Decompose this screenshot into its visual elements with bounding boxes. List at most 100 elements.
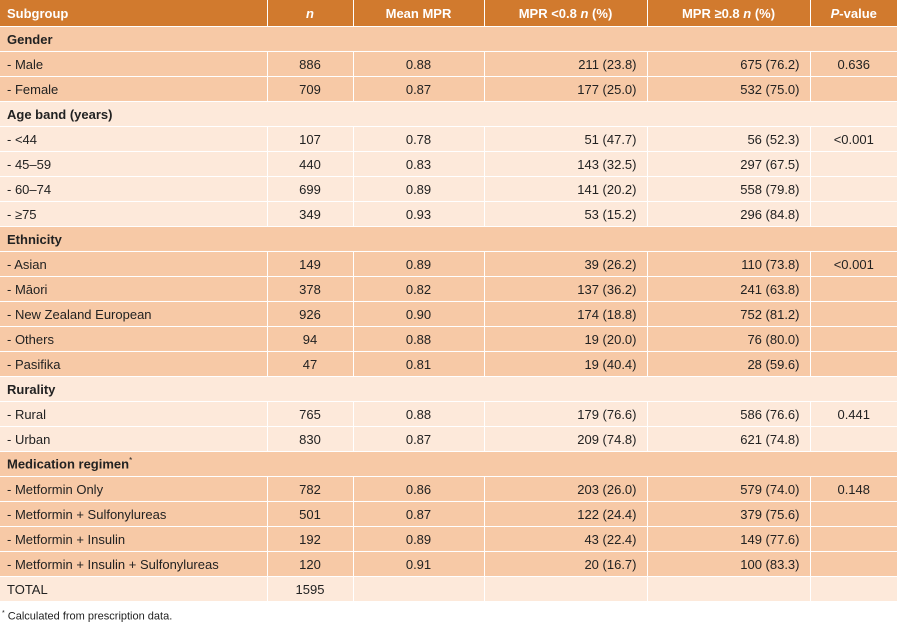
row-mean-mpr: 0.88 <box>353 326 485 352</box>
table-row: - Metformin + Insulin + Sulfonylureas 120… <box>0 551 897 577</box>
row-mpr-low: 141 (20.2) <box>484 176 648 202</box>
table-row: - New Zealand European 926 0.90 174 (18.8) 7… <box>0 301 897 327</box>
row-mpr-low: 209 (74.8) <box>484 426 648 452</box>
row-n: 192 <box>267 526 354 552</box>
row-mpr-low: 20 (16.7) <box>484 551 648 577</box>
header-row: Subgroup n Mean MPR MPR <0.8 n (%) MPR ≥… <box>0 0 897 27</box>
total-empty <box>353 576 485 602</box>
group-header-row: Age band (years) <box>0 101 897 127</box>
group-header-row: Rurality <box>0 376 897 402</box>
row-label: - 45–59 <box>0 151 268 177</box>
row-n: 926 <box>267 301 354 327</box>
row-mean-mpr: 0.87 <box>353 426 485 452</box>
table-row: - Metformin Only 782 0.86 203 (26.0) 579 (74… <box>0 476 897 502</box>
row-p-value <box>810 176 897 202</box>
row-n: 699 <box>267 176 354 202</box>
row-mpr-high: 296 (84.8) <box>647 201 811 227</box>
row-mean-mpr: 0.82 <box>353 276 485 302</box>
table-row: - Pasifika 47 0.81 19 (40.4) 28 (59.6) <box>0 351 897 377</box>
group-label-text: Medication regimen <box>7 456 130 472</box>
row-label: - <44 <box>0 126 268 152</box>
group-label: Medication regimen* <box>0 451 897 477</box>
row-label: - ≥75 <box>0 201 268 227</box>
table-row: - Māori 378 0.82 137 (36.2) 241 (63.8) <box>0 276 897 302</box>
row-n: 782 <box>267 476 354 502</box>
row-mean-mpr: 0.83 <box>353 151 485 177</box>
footnote: * Calculated from prescription data. <box>2 610 173 623</box>
row-mean-mpr: 0.89 <box>353 526 485 552</box>
row-p-value <box>810 276 897 302</box>
row-mpr-high: 752 (81.2) <box>647 301 811 327</box>
row-mpr-high: 110 (73.8) <box>647 251 811 277</box>
row-mpr-low: 19 (40.4) <box>484 351 648 377</box>
row-n: 349 <box>267 201 354 227</box>
row-label: - Asian <box>0 251 268 277</box>
row-p-value <box>810 201 897 227</box>
table-row: - Urban 830 0.87 209 (74.8) 621 (74.8) <box>0 426 897 452</box>
row-mpr-low: 179 (76.6) <box>484 401 648 427</box>
total-label: TOTAL <box>0 576 268 602</box>
total-empty <box>484 576 648 602</box>
row-mpr-low: 143 (32.5) <box>484 151 648 177</box>
row-n: 886 <box>267 51 354 77</box>
row-n: 107 <box>267 126 354 152</box>
row-label: - Male <box>0 51 268 77</box>
group-header-row: Medication regimen* <box>0 451 897 477</box>
group-label: Ethnicity <box>0 226 897 252</box>
row-mean-mpr: 0.91 <box>353 551 485 577</box>
row-mpr-low: 53 (15.2) <box>484 201 648 227</box>
row-mpr-low: 211 (23.8) <box>484 51 648 77</box>
row-n: 149 <box>267 251 354 277</box>
group-label-text: Ethnicity <box>7 231 62 247</box>
row-label: - Pasifika <box>0 351 268 377</box>
row-p-value: 0.148 <box>810 476 897 502</box>
row-mpr-low: 43 (22.4) <box>484 526 648 552</box>
row-mean-mpr: 0.78 <box>353 126 485 152</box>
row-p-value: 0.636 <box>810 51 897 77</box>
row-label: - Metformin + Insulin <box>0 526 268 552</box>
row-n: 378 <box>267 276 354 302</box>
row-mpr-high: 532 (75.0) <box>647 76 811 102</box>
row-mean-mpr: 0.88 <box>353 51 485 77</box>
row-p-value <box>810 526 897 552</box>
total-empty <box>647 576 811 602</box>
row-p-value: <0.001 <box>810 126 897 152</box>
row-mpr-high: 379 (75.6) <box>647 501 811 527</box>
table-row: - Female 709 0.87 177 (25.0) 532 (75.0) <box>0 76 897 102</box>
row-p-value <box>810 151 897 177</box>
header-subgroup: Subgroup <box>0 0 268 27</box>
group-label-text: Rurality <box>7 381 56 397</box>
header-n: n <box>267 0 354 27</box>
row-mpr-high: 586 (76.6) <box>647 401 811 427</box>
row-mpr-low: 203 (26.0) <box>484 476 648 502</box>
header-p-value: P-value <box>810 0 897 27</box>
group-label-text: Gender <box>7 31 53 47</box>
row-mpr-high: 100 (83.3) <box>647 551 811 577</box>
header-mpr-low: MPR <0.8 n (%) <box>484 0 648 27</box>
row-mpr-high: 297 (67.5) <box>647 151 811 177</box>
row-p-value <box>810 501 897 527</box>
group-header-row: Gender <box>0 26 897 52</box>
row-p-value <box>810 351 897 377</box>
group-header-row: Ethnicity <box>0 226 897 252</box>
row-mpr-high: 56 (52.3) <box>647 126 811 152</box>
row-label: - Māori <box>0 276 268 302</box>
group-label-text: Age band (years) <box>7 106 113 122</box>
row-p-value <box>810 326 897 352</box>
row-mpr-high: 241 (63.8) <box>647 276 811 302</box>
table-row: - Asian 149 0.89 39 (26.2) 110 (73.8) <0.001 <box>0 251 897 277</box>
row-p-value <box>810 426 897 452</box>
mpr-subgroup-table: Subgroup n Mean MPR MPR <0.8 n (%) MPR ≥… <box>0 0 897 602</box>
group-label: Age band (years) <box>0 101 897 127</box>
row-mpr-low: 39 (26.2) <box>484 251 648 277</box>
table-row: - Metformin + Insulin 192 0.89 43 (22.4) 149… <box>0 526 897 552</box>
header-mean-mpr: Mean MPR <box>353 0 485 27</box>
row-p-value: 0.441 <box>810 401 897 427</box>
table-row: - Metformin + Sulfonylureas 501 0.87 122 (2… <box>0 501 897 527</box>
row-mpr-high: 621 (74.8) <box>647 426 811 452</box>
group-label: Gender <box>0 26 897 52</box>
row-mpr-low: 51 (47.7) <box>484 126 648 152</box>
row-mean-mpr: 0.89 <box>353 176 485 202</box>
row-label: - Female <box>0 76 268 102</box>
table-row: - Rural 765 0.88 179 (76.6) 586 (76.6) 0.441 <box>0 401 897 427</box>
